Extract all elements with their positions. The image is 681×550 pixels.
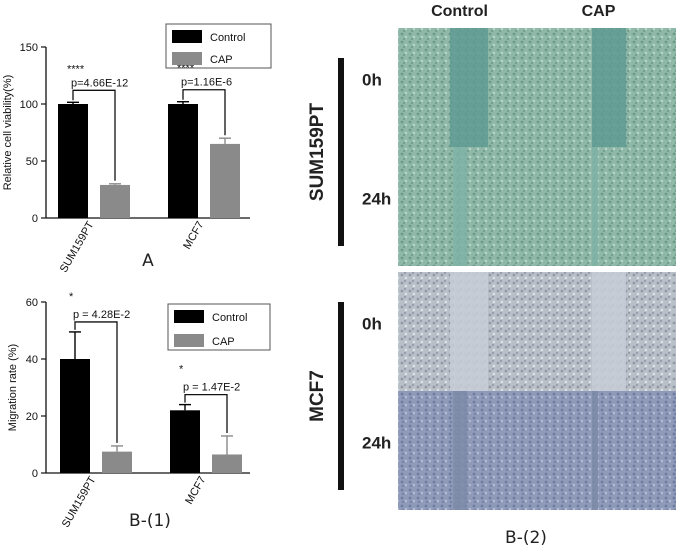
y-tick-label: 0 [32,468,38,480]
bar-cap-sum159pt [100,184,130,218]
row-label-24h: 24h [362,434,391,453]
significance-bracket [72,89,116,181]
significance-bracket [74,321,118,443]
row-label-24h: 24h [362,190,391,209]
scratch-gap [592,147,598,266]
significance-stars: * [69,291,74,303]
panel-label-b2: B-(2) [505,528,547,548]
significance-bracket [182,89,226,136]
y-tick-label: 100 [20,99,38,111]
legend-label-control: Control [210,32,245,44]
legend-swatch-control [174,310,204,323]
column-header-cap: CAP [582,3,616,20]
legend-swatch-cap [174,334,204,347]
panel-label-a: A [142,251,154,271]
significance-stars: **** [177,63,195,75]
y-tick-label: 50 [26,156,38,168]
column-header-control: Control [431,3,488,20]
bar-control-mcf7 [170,410,200,473]
panel-label-b1: B-(1) [129,511,171,531]
micrograph-mcf7-24h-cap [537,391,676,510]
scratch-gap [453,147,467,266]
y-tick-label: 150 [20,42,38,54]
x-tick-label: MCF7 [181,220,206,252]
y-tick-label: 60 [26,297,38,309]
y-axis-label: Migration rate (%) [7,344,19,431]
legend-box [165,23,272,69]
bar-control-mcf7 [168,104,198,218]
legend-swatch-control [172,30,202,43]
group-bar-sum159pt [338,58,344,246]
p-value: p = 4.28E-2 [73,309,130,321]
bar-control-sum159pt [60,359,90,473]
x-tick-label: MCF7 [183,475,208,507]
scratch-gap [450,28,488,147]
significance-stars: * [179,364,184,376]
scratch-gap [450,272,488,391]
micrograph-sum159pt-24h-control [398,147,537,266]
x-tick-label: SUM159PT [58,219,97,274]
y-tick-label: 40 [26,354,38,366]
p-value: p=1.16E-6 [181,77,232,89]
micrograph-mcf7-24h-control [398,391,537,510]
significance-stars: **** [67,63,85,75]
p-value: p = 1.47E-2 [183,382,240,394]
scratch-gap [592,272,626,391]
scratch-gap [592,28,626,147]
group-bar-mcf7 [338,302,344,490]
bar-cap-mcf7 [212,454,242,473]
legend-label-cap: CAP [212,336,235,348]
micrograph-sum159pt-24h-cap [537,147,676,266]
legend-box [167,303,271,351]
legend-label-cap: CAP [210,54,233,66]
row-label-0h: 0h [362,315,382,334]
scratch-gap [592,391,598,510]
legend-label-control: Control [212,312,247,324]
group-label-sum159pt: SUM159PT [307,103,328,202]
y-axis-label: Relative cell viability(%) [2,75,14,191]
x-tick-label: SUM159PT [60,474,99,529]
row-label-0h: 0h [362,71,382,90]
group-label-mcf7: MCF7 [307,370,328,422]
p-value: p=4.66E-12 [71,77,128,89]
y-tick-label: 20 [26,411,38,423]
micrograph-panel: Control CAP 0h 24h SUM159PT 0h 24h MCF7 [307,3,676,510]
bar-control-sum159pt [58,104,88,218]
chart-cell-viability: 0 50 100 150 Relative cell viability(%) SUM15… [2,23,272,275]
bar-cap-mcf7 [210,143,240,218]
legend-swatch-cap [172,52,202,65]
significance-bracket [184,393,228,433]
y-tick-label: 0 [32,213,38,225]
scratch-gap [453,391,467,510]
chart-migration-rate: 0 20 40 60 Migration rate (%) SUM159PT p = 4.2… [7,291,271,530]
bar-cap-sum159pt [102,451,132,473]
